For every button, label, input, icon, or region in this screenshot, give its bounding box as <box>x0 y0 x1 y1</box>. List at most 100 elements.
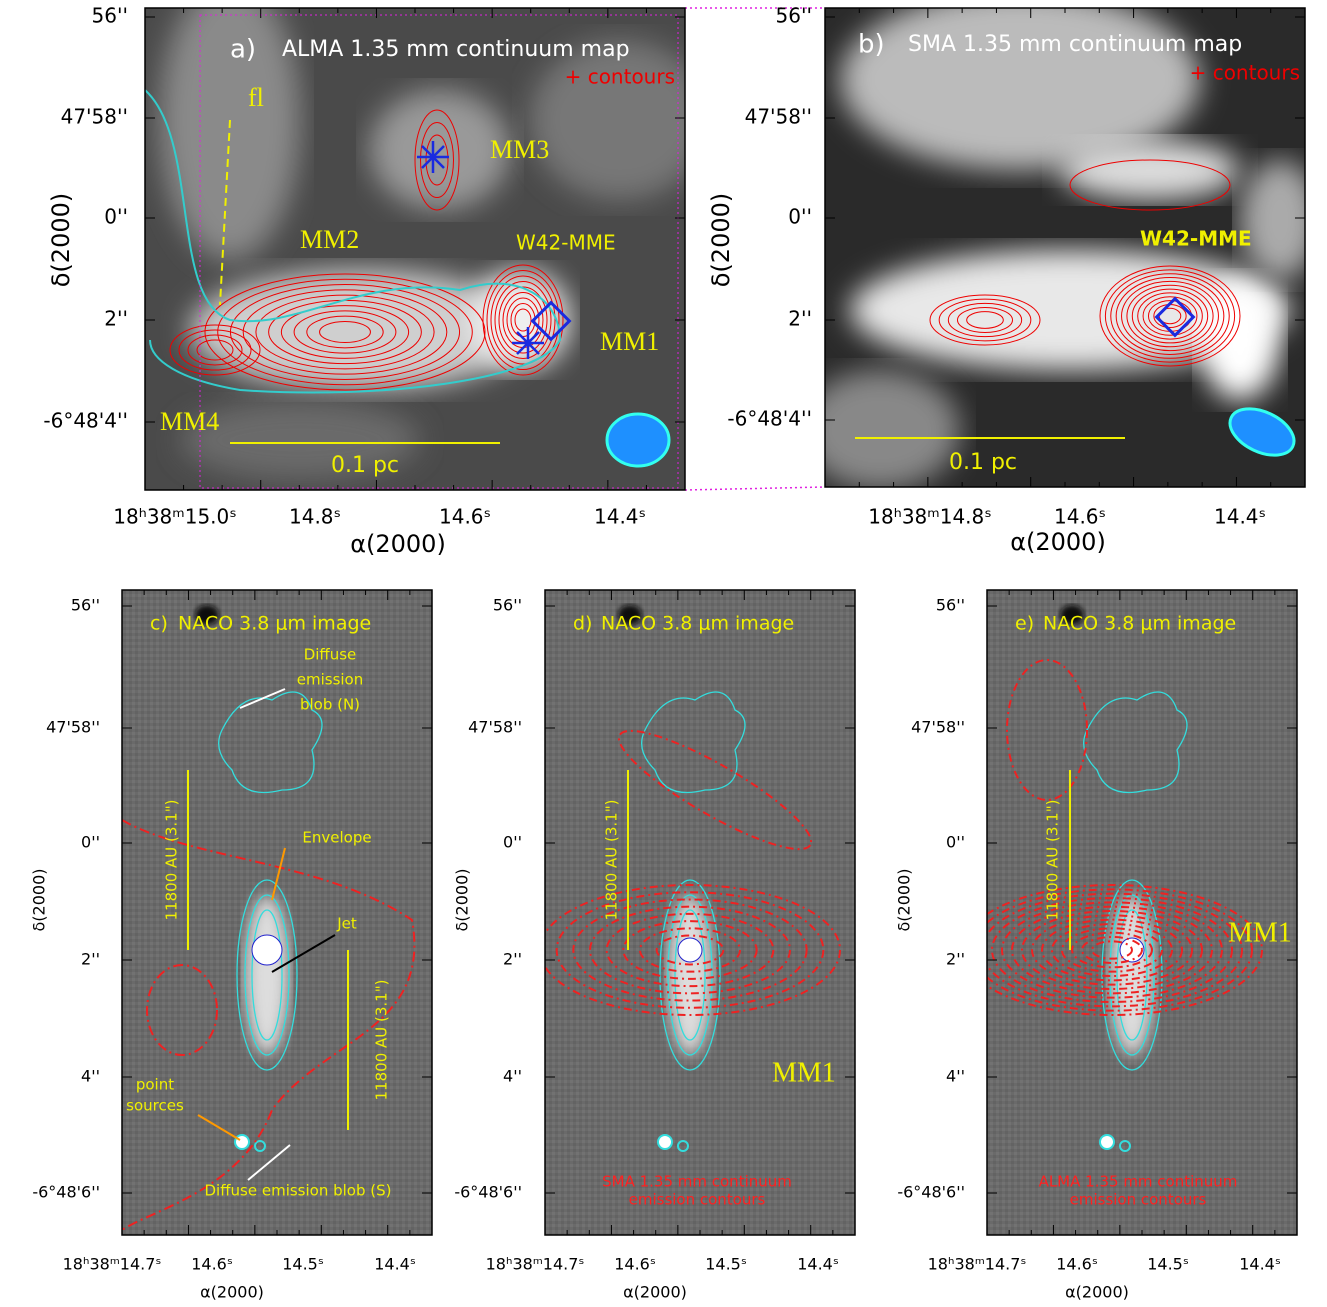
y-tick-label: 56'' <box>936 596 965 615</box>
y-tick-label: 2'' <box>788 307 812 331</box>
panel-label: b) <box>858 30 885 60</box>
y-tick-label: 56'' <box>71 596 100 615</box>
y-tick-label: 47'58'' <box>468 718 522 737</box>
emission <box>1240 160 1320 280</box>
y-tick-label: 2'' <box>104 307 128 331</box>
scale-bar-label: 0.1 pc <box>331 453 399 478</box>
annotation: Diffuse emission blob (S) <box>204 1182 391 1200</box>
annotation: SMA 1.35 mm continuum <box>602 1173 792 1191</box>
annotation: point <box>136 1076 174 1094</box>
y-tick-label: 2'' <box>503 950 522 969</box>
mask <box>252 935 282 965</box>
x-tick-label: 18ʰ38ᵐ14.7ˢ <box>928 1255 1027 1274</box>
x-tick-label: 14.6ˢ <box>191 1255 233 1274</box>
scale-bar-label: 11800 AU (3.1") <box>373 980 391 1101</box>
y-tick-label: 4'' <box>503 1067 522 1086</box>
x-tick-label: 14.6ˢ <box>439 505 491 529</box>
y-tick-label: 47'58'' <box>911 718 965 737</box>
y-axis-label: δ(2000) <box>707 193 735 288</box>
x-axis-label: α(2000) <box>350 530 446 558</box>
x-tick-label: 18ʰ38ᵐ14.8ˢ <box>868 505 991 529</box>
annotation: emission <box>297 671 364 689</box>
annotation: MM3 <box>490 135 549 164</box>
x-tick-label: 14.6ˢ <box>1054 505 1106 529</box>
panel-label: c) <box>150 613 168 635</box>
annotation: ALMA 1.35 mm continuum <box>1039 1173 1238 1191</box>
annotation: emission contours <box>1070 1191 1207 1209</box>
annotation: W42-MME <box>1140 227 1252 251</box>
y-tick-label: 4'' <box>81 1067 100 1086</box>
x-tick-label: 14.6ˢ <box>1056 1255 1098 1274</box>
x-axis-label: α(2000) <box>200 1283 264 1302</box>
y-tick-label: 2'' <box>81 950 100 969</box>
overlay-note: + contours <box>565 65 675 89</box>
panel-title: NACO 3.8 μm image <box>601 613 794 635</box>
x-tick-label: 14.8ˢ <box>289 505 341 529</box>
x-tick-label: 14.6ˢ <box>614 1255 656 1274</box>
panel-title: SMA 1.35 mm continuum map <box>908 32 1242 57</box>
panel-title: NACO 3.8 μm image <box>178 613 371 635</box>
y-tick-label: 47'58'' <box>61 105 128 129</box>
y-tick-label: 0'' <box>81 833 100 852</box>
annotation: MM1 <box>600 327 659 356</box>
x-tick-label: 14.4ˢ <box>1239 1255 1281 1274</box>
y-tick-label: 56'' <box>493 596 522 615</box>
panel: 56'' 47'58'' 0'' 2'' 4'' -6°48'6'' 18ʰ38ᵐ14.7ˢ… <box>30 590 433 1302</box>
image <box>962 590 1297 1235</box>
y-tick-label: 56'' <box>92 4 128 28</box>
panel-title: NACO 3.8 μm image <box>1043 613 1236 635</box>
y-tick-label: -6°48'6'' <box>897 1183 965 1202</box>
y-tick-label: -6°48'4'' <box>43 409 128 433</box>
image <box>540 590 855 1235</box>
y-tick-label: 2'' <box>946 950 965 969</box>
y-tick-label: 56'' <box>776 4 812 28</box>
x-tick-label: 14.5ˢ <box>282 1255 324 1274</box>
x-tick-label: 14.4ˢ <box>797 1255 839 1274</box>
scale-bar-label: 0.1 pc <box>949 450 1017 475</box>
annotation: emission contours <box>629 1191 766 1209</box>
y-tick-label: 0'' <box>503 833 522 852</box>
y-tick-label: 0'' <box>104 205 128 229</box>
y-tick-label: 47'58'' <box>46 718 100 737</box>
point-source <box>235 1135 249 1149</box>
annotation: MM1 <box>1228 917 1292 948</box>
annotation: MM1 <box>772 1057 836 1088</box>
beam <box>607 414 669 466</box>
annotation: sources <box>126 1097 184 1115</box>
x-tick-label: 18ʰ38ᵐ14.7ˢ <box>63 1255 162 1274</box>
annotation: Envelope <box>302 829 371 847</box>
panel-label: a) <box>230 35 256 65</box>
mask <box>678 938 702 962</box>
y-axis-label: δ(2000) <box>30 869 49 932</box>
y-tick-label: -6°48'4'' <box>727 407 812 431</box>
y-axis-label: δ(2000) <box>895 869 914 932</box>
annotation: Jet <box>336 915 357 933</box>
x-tick-label: 18ʰ38ᵐ14.7ˢ <box>486 1255 585 1274</box>
y-tick-label: 47'58'' <box>745 105 812 129</box>
annotation: MM4 <box>160 407 219 436</box>
x-axis-label: α(2000) <box>1065 1283 1129 1302</box>
annotation: MM2 <box>300 225 359 254</box>
scale-bar-label: 11800 AU (3.1") <box>163 800 181 921</box>
panel-label: e) <box>1015 613 1034 635</box>
y-tick-label: 0'' <box>788 205 812 229</box>
panel-label: d) <box>573 613 592 635</box>
zoom-line <box>685 487 825 490</box>
annotation: Diffuse <box>304 646 357 664</box>
scale-bar-label: 11800 AU (3.1") <box>603 800 621 921</box>
point-source <box>658 1135 672 1149</box>
figure: 56''47'58''0''2''-6°48'4''18ʰ38ᵐ15.0ˢ14.… <box>0 0 1327 1307</box>
y-tick-label: -6°48'6'' <box>32 1183 100 1202</box>
panel: 56'' 47'58'' 0'' 2'' -6°48'4'' 18ʰ38ᵐ14.8ˢ 14.… <box>707 0 1320 556</box>
annotation: W42-MME <box>516 231 616 255</box>
annotation: fl <box>248 83 264 112</box>
x-axis-label: α(2000) <box>623 1283 687 1302</box>
x-tick-label: 14.5ˢ <box>705 1255 747 1274</box>
y-tick-label: 0'' <box>946 833 965 852</box>
x-tick-label: 14.5ˢ <box>1147 1255 1189 1274</box>
point-source <box>1100 1135 1114 1149</box>
x-axis-label: α(2000) <box>1010 528 1106 556</box>
emission <box>800 370 960 490</box>
overlay-note: + contours <box>1190 61 1300 85</box>
